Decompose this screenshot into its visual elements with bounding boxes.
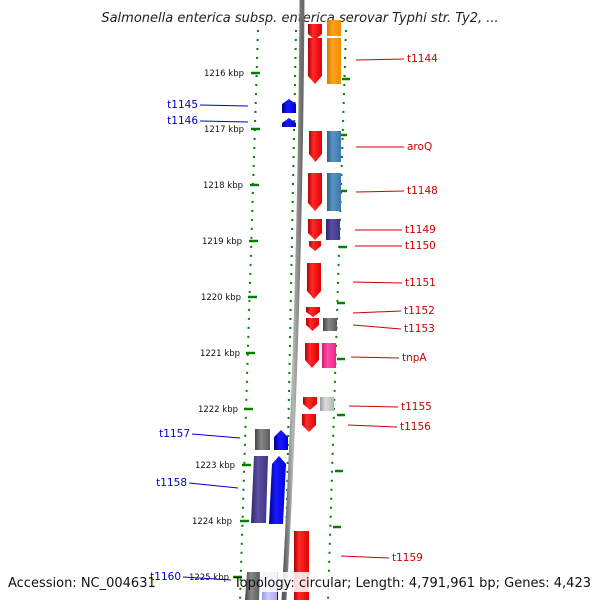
gene-label-t1160[interactable]: t1160: [150, 571, 181, 583]
gene-t1150-arrow[interactable]: [309, 241, 321, 251]
label-line-tnpA: [350, 356, 400, 359]
gene-aroQ-arrow[interactable]: [309, 131, 322, 162]
axis-label: 1220 kbp: [201, 293, 241, 303]
gene-label-t1149[interactable]: t1149: [405, 224, 436, 236]
gene-t1144-arrow[interactable]: [308, 38, 322, 84]
gene-label-t1156[interactable]: t1156: [400, 421, 431, 433]
cog-box-t1157[interactable]: [255, 429, 270, 450]
gene-label-t1151[interactable]: t1151: [405, 277, 436, 289]
gene-t1146-arrow[interactable]: [282, 118, 296, 127]
label-line-t1145: [199, 104, 249, 107]
label-line-t1151: [352, 281, 403, 284]
gene-label-t1150[interactable]: t1150: [405, 240, 436, 252]
gene-label-t1145[interactable]: t1145: [167, 99, 198, 111]
gene-t1145-arrow[interactable]: [282, 99, 296, 113]
left-label-lines: [182, 104, 249, 581]
gene-label-t1158[interactable]: t1158: [156, 477, 187, 489]
gene-t1157-arrow[interactable]: [274, 430, 288, 450]
gene-t1152-arrow[interactable]: [306, 307, 320, 317]
cog-box-t1155[interactable]: [320, 397, 334, 411]
footer-accession-bg: [6, 572, 146, 592]
gene-t1144-arrow[interactable]: [308, 24, 322, 40]
axis-label: 1225 kbp: [189, 573, 229, 583]
gene-label-t1155[interactable]: t1155: [401, 401, 432, 413]
gene-label-t1146[interactable]: t1146: [167, 115, 198, 127]
gene-t1151-arrow[interactable]: [307, 263, 321, 299]
label-line-t1156: [347, 424, 398, 428]
label-line-t1157: [191, 433, 241, 439]
gene-label-t1148[interactable]: t1148: [407, 185, 438, 197]
right-label-lines: [340, 58, 405, 559]
gene-label-t1157[interactable]: t1157: [159, 428, 190, 440]
footer-accession: Accession: NC_004631: [8, 576, 156, 591]
outer-right-track: [327, 29, 347, 600]
gene-label-t1153[interactable]: t1153: [404, 323, 435, 335]
label-line-t1146: [199, 120, 249, 123]
label-line-t1144: [355, 58, 405, 61]
gene-tnpA-arrow[interactable]: [305, 343, 319, 368]
gene-t1156-arrow[interactable]: [302, 414, 316, 432]
label-line-t1152: [352, 310, 402, 314]
axis-label: 1218 kbp: [203, 181, 243, 191]
axis-label: 1217 kbp: [204, 125, 244, 135]
gene-t1149-arrow[interactable]: [308, 219, 322, 240]
cog-category-boxes: [245, 20, 341, 600]
gene-label-tnpA[interactable]: tnpA: [402, 352, 427, 364]
forward-strand-genes: [294, 24, 322, 600]
cog-box-t1153[interactable]: [323, 318, 337, 331]
cog-box-t1144-top[interactable]: [327, 20, 341, 36]
label-line-t1153: [352, 324, 402, 330]
gene-label-t1159[interactable]: t1159: [392, 552, 423, 564]
cog-box-t1160[interactable]: [245, 572, 260, 600]
footer-stats: Topology: circular; Length: 4,791,961 bp…: [233, 576, 591, 591]
gene-label-t1144[interactable]: t1144: [407, 53, 438, 65]
cog-box-tnpA[interactable]: [322, 343, 336, 368]
label-line-t1158: [188, 482, 239, 489]
footer: Accession: NC_004631 Topology: circular;…: [6, 572, 594, 592]
cog-box-t1158[interactable]: [251, 456, 268, 523]
footer-stats-bg: [262, 572, 594, 592]
axis-label: 1216 kbp: [204, 69, 244, 79]
label-line-t1148: [355, 190, 405, 193]
cog-box-t1149[interactable]: [326, 219, 340, 240]
axis-labels: 1216 kbp 1217 kbp 1218 kbp 1219 kbp 1220…: [189, 69, 244, 583]
label-line-t1159: [340, 555, 390, 559]
gene-label-t1152[interactable]: t1152: [404, 305, 435, 317]
label-line-t1160: [182, 576, 232, 581]
gene-label-aroQ[interactable]: aroQ: [407, 141, 432, 153]
left-gene-labels: t1145 t1146 t1157 t1158 t1160: [150, 99, 198, 583]
axis-label: 1221 kbp: [200, 349, 240, 359]
gene-t1155-arrow[interactable]: [303, 397, 317, 410]
axis-label: 1219 kbp: [202, 237, 242, 247]
cog-box-t1148[interactable]: [327, 173, 341, 211]
axis-label: 1222 kbp: [198, 405, 238, 415]
cog-box-aroQ[interactable]: [327, 131, 341, 162]
gene-t1158-arrow[interactable]: [269, 456, 286, 524]
gene-t1148-arrow[interactable]: [308, 173, 322, 211]
cog-box-t1144[interactable]: [327, 38, 341, 84]
reverse-strand-genes: [264, 99, 296, 600]
axis-label: 1223 kbp: [195, 461, 235, 471]
label-line-t1155: [348, 405, 399, 408]
right-gene-labels: t1144 aroQ t1148 t1149 t1150 t1151 t1152…: [392, 53, 438, 564]
gene-t1153-arrow[interactable]: [306, 318, 319, 331]
genome-backbone: [281, 0, 305, 600]
axis-label: 1224 kbp: [192, 517, 232, 527]
